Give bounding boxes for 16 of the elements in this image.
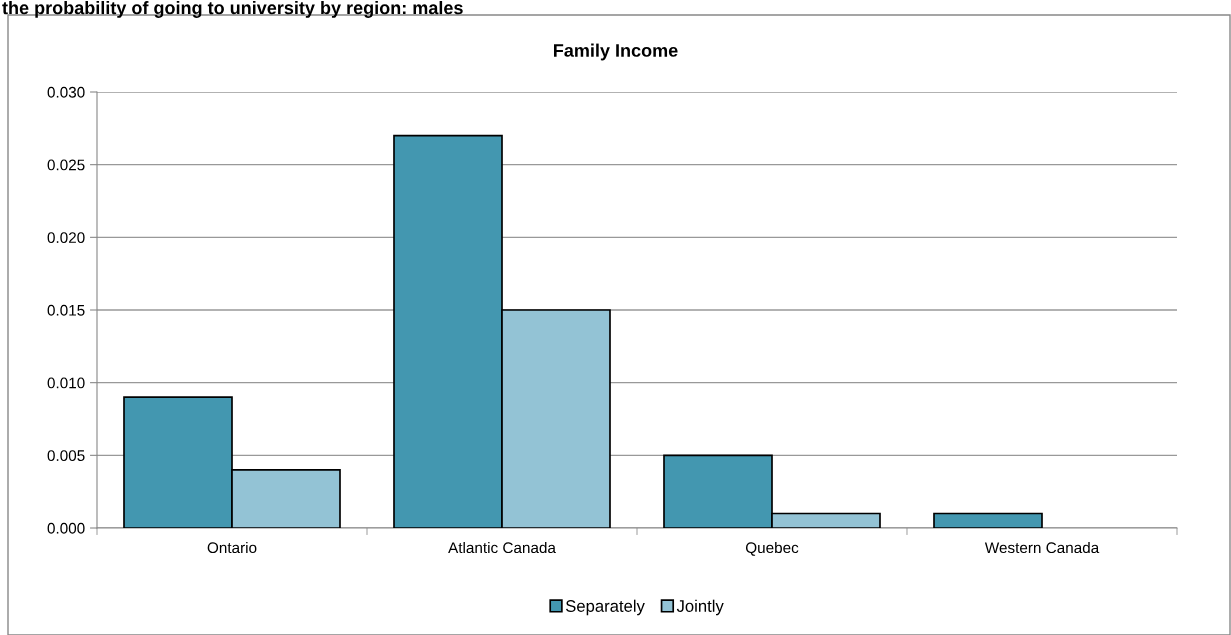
y-tick-label: 0.000	[47, 522, 85, 534]
y-tick-label: 0.005	[47, 450, 85, 462]
y-tick-label: 0.010	[47, 377, 85, 389]
chart-title: the probability of going to university by region: males	[2, 1, 463, 18]
x-tick-label: Ontario	[207, 541, 257, 554]
chart-subtitle: Family Income	[554, 43, 678, 61]
y-tick-label: 0.020	[47, 232, 85, 244]
legend-label: Separately	[565, 599, 645, 616]
bar	[933, 512, 1043, 528]
legend-label: Jointly	[676, 599, 724, 616]
x-tick-label: Quebec	[745, 541, 799, 556]
y-tick-label: 0.030	[47, 86, 85, 98]
x-tick-label: Western Canada	[984, 541, 1100, 554]
y-tick-label: 0.025	[47, 159, 85, 171]
y-tick-label: 0.015	[47, 304, 85, 316]
x-tick-label: Atlantic Canada	[448, 541, 556, 554]
